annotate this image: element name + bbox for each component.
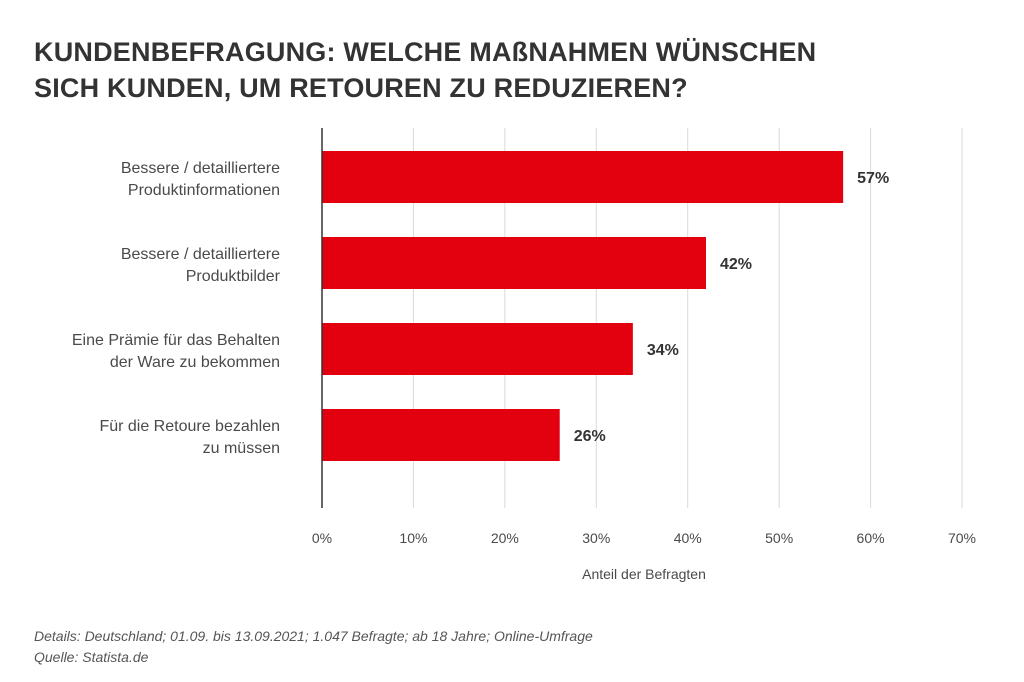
category-label: Bessere / detailliertere Produktbilder xyxy=(121,246,281,285)
bar-value-label: 26% xyxy=(574,428,606,445)
x-tick-label: 0% xyxy=(312,530,332,546)
category-label: Bessere / detailliertere Produktinformati… xyxy=(121,160,280,199)
bar xyxy=(322,237,706,289)
bar-value-label: 57% xyxy=(857,170,889,187)
x-tick-label: 20% xyxy=(491,530,519,546)
bar xyxy=(322,323,633,375)
value-labels: 57% 42% 34% 26% xyxy=(574,170,889,445)
category-label-line: der Ware zu bekommen xyxy=(110,354,280,371)
category-label-line: Bessere / detailliertere xyxy=(121,246,280,263)
x-tick-label: 70% xyxy=(948,530,976,546)
category-label: Für die Retoure bezahlen zu müssen xyxy=(99,418,280,457)
chart-title: KUNDENBEFRAGUNG: WELCHE MAßNAHMEN WÜNSCH… xyxy=(34,34,994,106)
footer-details: Details: Deutschland; 01.09. bis 13.09.2… xyxy=(34,628,593,644)
x-tick-label: 30% xyxy=(582,530,610,546)
bars xyxy=(322,151,844,461)
x-tick-label: 60% xyxy=(857,530,885,546)
bar-value-label: 42% xyxy=(720,256,752,273)
category-label-line: Produktbilder xyxy=(186,268,281,285)
footer-source: Quelle: Statista.de xyxy=(34,649,149,665)
footer-notes: Details: Deutschland; 01.09. bis 13.09.2… xyxy=(34,626,593,668)
category-label-line: Bessere / detailliertere xyxy=(121,160,280,177)
x-tick-label: 40% xyxy=(674,530,702,546)
category-label-line: zu müssen xyxy=(203,440,280,457)
category-label-line: Für die Retoure bezahlen xyxy=(99,418,280,435)
category-label-line: Produktinformationen xyxy=(128,182,280,199)
x-tick-labels: 0% 10% 20% 30% 40% 50% 60% 70% xyxy=(312,530,976,546)
bar-chart: Bessere / detailliertere Produktinformati… xyxy=(72,128,976,582)
bar xyxy=(322,151,844,203)
category-label-line: Eine Prämie für das Behalten xyxy=(72,332,280,349)
x-tick-label: 50% xyxy=(765,530,793,546)
x-axis-label: Anteil der Befragten xyxy=(582,566,706,582)
chart-title-line-2: SICH KUNDEN, UM RETOUREN ZU REDUZIEREN? xyxy=(34,73,688,103)
x-tick-label: 10% xyxy=(399,530,427,546)
chart-title-line-1: KUNDENBEFRAGUNG: WELCHE MAßNAHMEN WÜNSCH… xyxy=(34,37,817,67)
bar xyxy=(322,409,560,461)
bar-value-label: 34% xyxy=(647,342,679,359)
category-labels: Bessere / detailliertere Produktinformati… xyxy=(72,160,281,457)
category-label: Eine Prämie für das Behalten der Ware zu … xyxy=(72,332,280,371)
